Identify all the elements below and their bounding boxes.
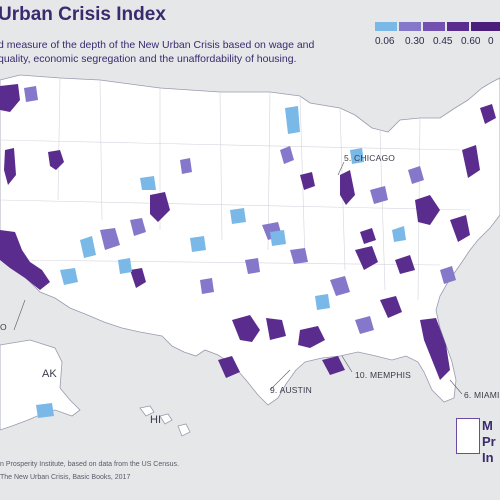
legend-tick-4: 0.60: [461, 36, 481, 47]
legend-tick-5: 0: [488, 36, 494, 47]
institute-logo: M Pr In: [456, 412, 500, 500]
label-chicago: 5. CHICAGO: [344, 153, 396, 163]
logo-text-2: Pr: [482, 434, 496, 449]
contiguous-us-shape: [0, 74, 500, 406]
legend-swatch-4: [447, 22, 469, 31]
legend-tick-3: 0.45: [433, 36, 453, 47]
label-austin: 9. AUSTIN: [270, 385, 312, 395]
label-miami: 6. MIAMI: [464, 390, 500, 400]
legend-tick-1: 0.06: [375, 36, 395, 47]
citation-note: The New Urban Crisis, Basic Books, 2017: [0, 474, 131, 481]
legend: 0.06 0.30 0.45 0.60 0: [375, 16, 500, 56]
metro-regions-light: [36, 106, 406, 418]
hawaii-shape: [139, 405, 191, 437]
label-memphis: 10. MEMPHIS: [355, 370, 412, 380]
label-la-stub: O: [0, 322, 7, 332]
source-note: n Prosperity Institute, based on data fr…: [0, 461, 179, 468]
label-alaska: AK: [42, 368, 57, 380]
map-title: Urban Crisis Index: [0, 4, 166, 25]
legend-swatch-1: [375, 22, 397, 31]
metro-regions-dark: [0, 84, 496, 380]
legend-tick-2: 0.30: [405, 36, 425, 47]
map-subtitle: d measure of the depth of the New Urban …: [0, 39, 315, 65]
label-hawaii: HI: [150, 414, 161, 426]
legend-swatch-3: [423, 22, 445, 31]
metro-regions-mid: [24, 86, 456, 334]
crisis-book-icon: [456, 418, 480, 454]
logo-text-1: M: [482, 418, 493, 433]
logo-text-3: In: [482, 450, 494, 465]
legend-swatch-2: [399, 22, 421, 31]
alaska-shape: [0, 339, 81, 431]
legend-swatch-5: [471, 22, 500, 31]
leader-lines: [13, 161, 463, 395]
